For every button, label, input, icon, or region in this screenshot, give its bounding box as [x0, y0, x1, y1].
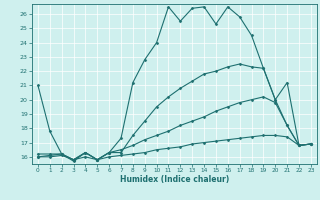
X-axis label: Humidex (Indice chaleur): Humidex (Indice chaleur) — [120, 175, 229, 184]
